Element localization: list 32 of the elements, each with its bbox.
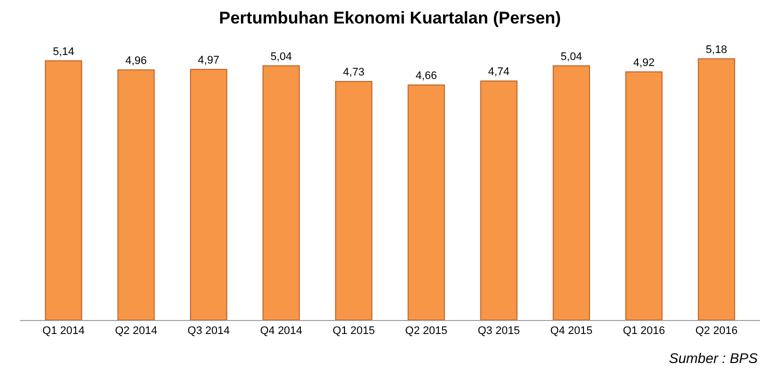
data-label: 5,04	[560, 50, 582, 63]
bar	[625, 71, 663, 320]
data-label: 4,97	[198, 54, 220, 66]
data-label: 4,66	[416, 70, 437, 82]
x-tick-label: Q2 2016	[695, 325, 738, 338]
x-tick-label: Q1 2015	[332, 325, 375, 338]
bar	[335, 80, 372, 320]
data-label: 4,96	[125, 54, 147, 67]
x-tick-label: Q2 2015	[405, 325, 448, 338]
chart-title: Pertumbuhan Ekonomi Kuartalan (Persen)	[219, 8, 561, 28]
data-label: 5,14	[52, 46, 74, 58]
data-label: 5,04	[270, 50, 292, 63]
data-label: 4,92	[633, 56, 655, 69]
x-tick-label: Q4 2015	[550, 325, 592, 338]
bar	[262, 65, 300, 320]
data-label: 5,18	[706, 44, 728, 56]
bar	[698, 58, 736, 320]
bar	[44, 60, 82, 320]
bar	[117, 69, 155, 320]
bar	[190, 68, 228, 320]
bar	[408, 84, 445, 320]
x-tick-label: Q1 2014	[42, 325, 85, 338]
text: Sumber : BPS	[669, 350, 758, 366]
x-tick-label: Q2 2014	[114, 325, 158, 338]
data-label: 4,73	[343, 66, 364, 78]
x-tick-label: Q4 2014	[260, 325, 302, 338]
bar	[552, 65, 590, 320]
x-tick-label: Q3 2014	[188, 325, 230, 338]
bar	[480, 80, 518, 320]
data-label: 4,74	[488, 66, 510, 78]
x-tick-label: Q3 2015	[478, 325, 520, 338]
x-tick-label: Q1 2016	[622, 325, 666, 338]
